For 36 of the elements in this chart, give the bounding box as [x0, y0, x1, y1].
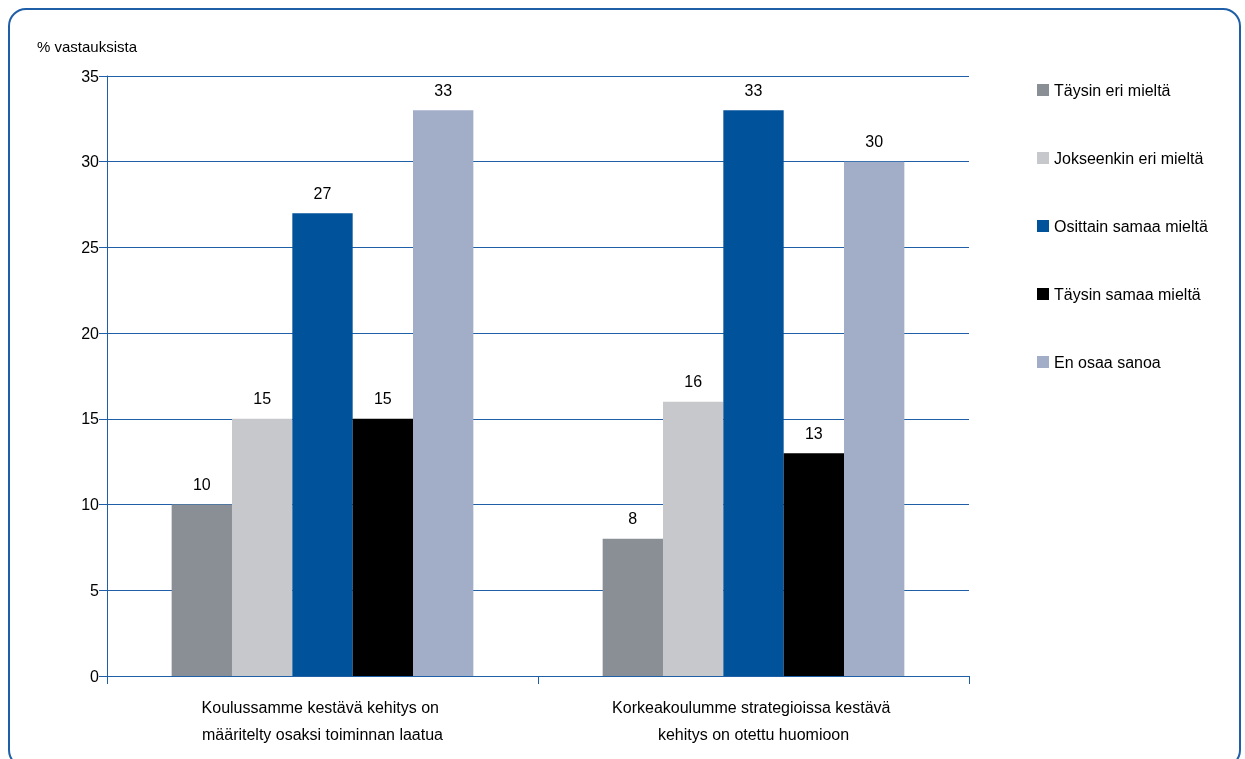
y-tick-label: 35	[81, 67, 100, 85]
data-label: 15	[373, 390, 392, 408]
legend-label: En osaa sanoa	[1054, 353, 1161, 371]
y-tick-label: 0	[90, 667, 100, 685]
x-tick-label: Koulussamme kestävä kehitys on määritelty osaksi toiminnan laatua	[201, 699, 444, 743]
y-tick-label: 30	[81, 153, 100, 171]
legend-label: Osittain samaa mieltä	[1054, 217, 1208, 235]
legend-label: Täysin eri mieltä	[1054, 81, 1171, 99]
data-label: 33	[434, 81, 453, 99]
bar	[413, 110, 474, 676]
y-tick-label: 5	[90, 581, 100, 599]
bar	[662, 401, 724, 676]
data-label: 33	[744, 81, 763, 99]
x-tick-label: Korkeakoulumme strategioissa kestävä kehitys on otettu huomioon	[612, 699, 895, 743]
legend-label: Täysin samaa mieltä	[1054, 285, 1201, 303]
data-label: 16	[684, 373, 703, 391]
bar	[723, 110, 784, 676]
data-label: 30	[865, 133, 884, 151]
y-tick-label: 20	[81, 324, 100, 342]
y-tick-label: 25	[81, 238, 100, 256]
bar	[292, 213, 353, 676]
data-label: 8	[628, 510, 638, 528]
data-label: 27	[313, 184, 332, 202]
y-tick-label: 15	[81, 410, 100, 428]
bar	[352, 418, 414, 676]
bar	[602, 538, 663, 676]
bar	[231, 418, 293, 676]
data-label: 13	[804, 424, 823, 442]
legend-label: Jokseenkin eri mieltä	[1054, 149, 1204, 167]
y-tick-label: 10	[81, 496, 100, 514]
bar	[171, 504, 232, 676]
bar	[844, 161, 905, 676]
bar	[783, 453, 845, 676]
data-label: 10	[192, 476, 211, 494]
y-axis-title: % vastauksista	[37, 38, 138, 55]
data-label: 15	[253, 390, 272, 408]
